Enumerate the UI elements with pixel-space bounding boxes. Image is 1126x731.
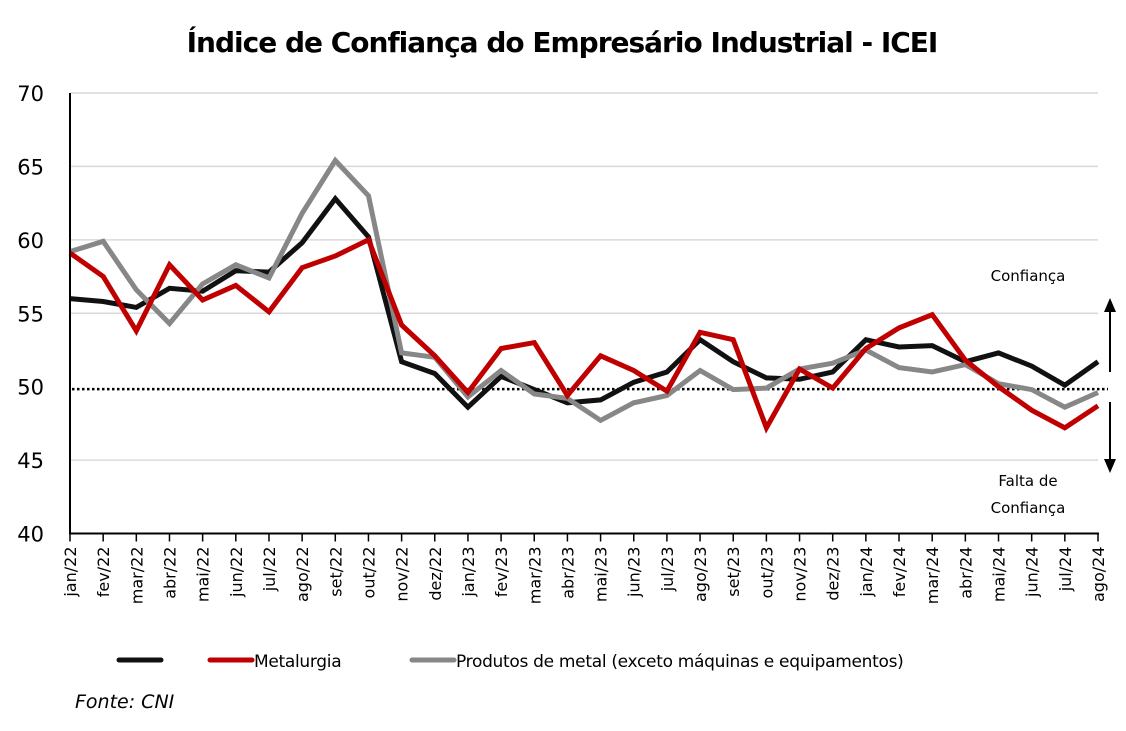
legend: Metalurgia Produtos de metal (exceto máq… — [116, 652, 904, 672]
legend-label-metalurgia: Metalurgia — [254, 652, 341, 672]
x-tick-label: fev/23 — [492, 547, 511, 598]
x-tick-label: dez/23 — [824, 547, 843, 601]
arrow-up-icon — [1104, 298, 1116, 372]
annotation-confianca-lower: Confiança — [991, 499, 1066, 517]
x-tick-label: abr/22 — [160, 547, 179, 599]
x-tick-label: jul/23 — [658, 547, 677, 593]
series-line-metalurgia — [68, 236, 1100, 434]
x-tick-label: set/23 — [724, 547, 743, 597]
x-tick-label: jan/23 — [459, 547, 478, 598]
x-tick-label: nov/22 — [393, 547, 412, 602]
y-tick-label: 50 — [17, 376, 44, 400]
x-tick-label: mai/24 — [990, 547, 1009, 603]
source-note: Fonte: CNI — [75, 691, 175, 713]
y-tick-label: 40 — [17, 523, 44, 547]
x-tick-label: nov/23 — [791, 547, 810, 602]
annotation-falta-de: Falta de — [998, 472, 1057, 490]
x-tick-label: ago/22 — [293, 547, 312, 603]
arrow-down-icon — [1104, 402, 1116, 473]
x-tick-label: jun/23 — [625, 547, 644, 598]
x-axis-ticks: jan/22 fev/22 mar/22 abr/22 mai/22 jun/22 jul/… — [61, 533, 1108, 605]
x-tick-label: mar/23 — [525, 547, 544, 605]
x-tick-label: mai/22 — [194, 547, 213, 603]
x-tick-label: jul/22 — [260, 547, 279, 593]
x-tick-label: jul/24 — [1056, 547, 1075, 593]
y-axis-ticks: 40 45 50 55 60 65 70 — [17, 82, 44, 547]
series-lines — [68, 156, 1100, 434]
x-tick-label: jan/22 — [61, 547, 80, 598]
x-tick-label: mar/24 — [923, 547, 942, 605]
x-tick-label: set/22 — [326, 547, 345, 597]
x-tick-label: mai/23 — [592, 547, 611, 603]
legend-label-produtos-de-metal: Produtos de metal (exceto máquinas e equ… — [456, 652, 903, 672]
x-tick-label: jan/24 — [857, 547, 876, 598]
x-tick-label: jun/24 — [1023, 547, 1042, 598]
x-tick-label: ago/24 — [1089, 547, 1108, 603]
annotation-confianca: Confiança — [991, 267, 1066, 285]
series-line-1 — [69, 194, 1100, 411]
x-tick-label: ago/23 — [691, 547, 710, 603]
x-tick-label: abr/24 — [956, 547, 975, 599]
y-tick-label: 70 — [17, 82, 44, 106]
chart-title: Índice de Confiança do Empresário Indust… — [187, 25, 938, 59]
y-tick-label: 60 — [17, 229, 44, 253]
y-tick-label: 45 — [17, 449, 44, 473]
x-tick-label: out/22 — [359, 547, 378, 599]
x-tick-label: mar/22 — [127, 547, 146, 605]
y-tick-label: 55 — [17, 302, 44, 326]
gridlines — [70, 92, 1098, 461]
x-tick-label: fev/24 — [890, 547, 909, 598]
x-tick-label: out/23 — [757, 547, 776, 599]
y-tick-label: 65 — [17, 155, 44, 179]
x-tick-label: fev/22 — [94, 547, 113, 598]
series-line-produtos-de-metal — [69, 156, 1100, 424]
x-tick-label: abr/23 — [558, 547, 577, 599]
x-tick-label: jun/22 — [227, 547, 246, 598]
x-tick-label: dez/22 — [426, 547, 445, 601]
